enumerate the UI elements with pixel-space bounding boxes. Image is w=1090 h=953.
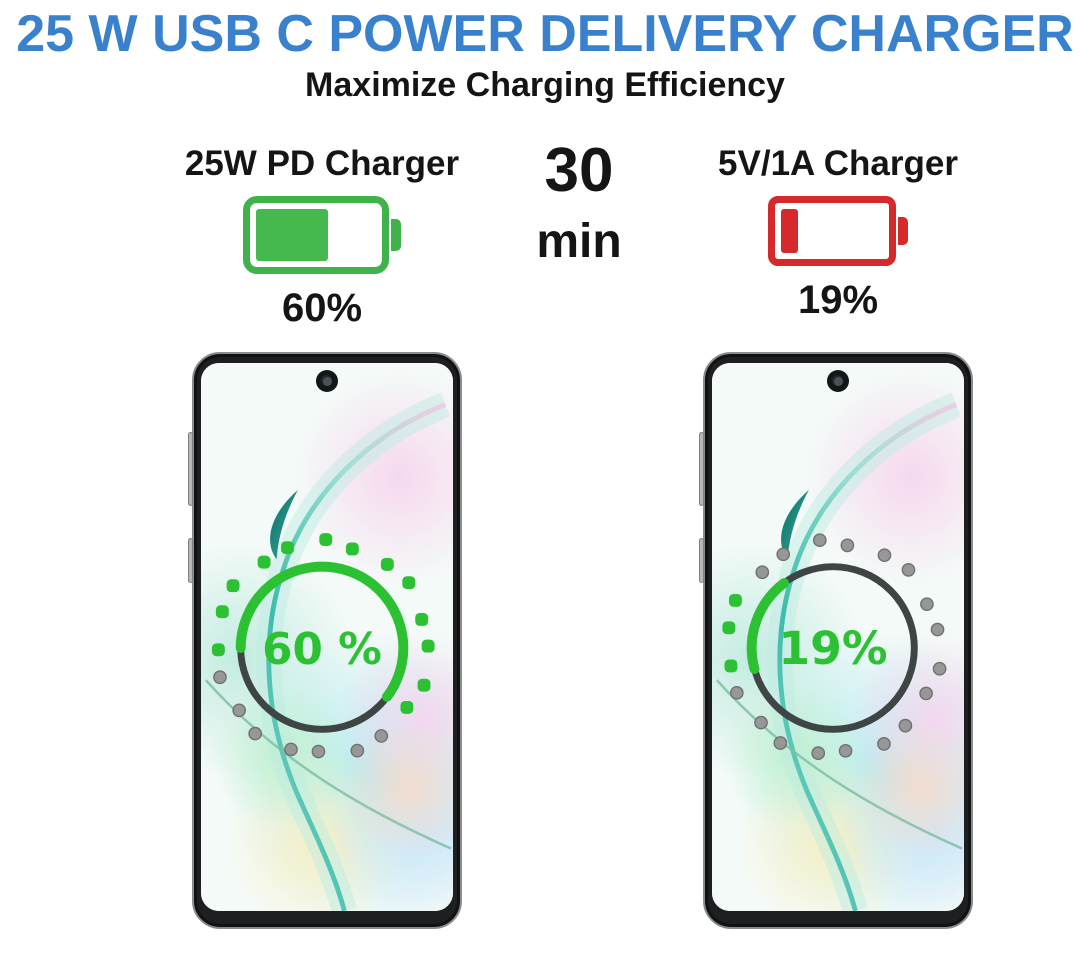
- battery-body: [768, 196, 896, 266]
- punch-hole-camera-icon: [316, 370, 338, 392]
- page-subtitle: Maximize Charging Efficiency: [305, 66, 785, 104]
- fast-charger-percent: 60%: [281, 286, 363, 330]
- battery-terminal: [898, 217, 908, 245]
- battery-terminal: [391, 219, 401, 251]
- phone-screen: 60 %: [201, 363, 453, 911]
- camera-lens: [322, 376, 332, 386]
- duration-value: 30: [544, 136, 614, 205]
- slow-charger-label: 5V/1A Charger: [718, 144, 958, 183]
- punch-hole-camera-icon: [827, 370, 849, 392]
- phone-fast-charge: 60 %: [188, 352, 462, 929]
- battery-ring-indicator: 19%: [722, 533, 947, 760]
- battery-fill: [781, 209, 799, 253]
- battery-60-icon: [243, 196, 401, 274]
- svg-text:19%: 19%: [778, 622, 887, 675]
- fast-charger-column: 25W PD Charger 60%: [172, 144, 472, 331]
- camera-lens: [833, 376, 843, 386]
- slow-charger-percent: 19%: [797, 278, 879, 322]
- phone-screen: 19%: [712, 363, 964, 911]
- power-button: [699, 538, 704, 583]
- phone-slow-charge: 19%: [699, 352, 973, 929]
- battery-body: [243, 196, 389, 274]
- duration-unit: min: [536, 215, 622, 268]
- svg-text:60 %: 60 %: [262, 625, 382, 675]
- battery-19-icon: [768, 196, 908, 266]
- duration-column: 30 min: [504, 140, 654, 266]
- volume-button: [699, 432, 704, 506]
- battery-fill: [256, 209, 328, 261]
- slow-charger-column: 5V/1A Charger 19%: [688, 144, 988, 323]
- page-title: 25 W USB C POWER DELIVERY CHARGER: [16, 5, 1074, 63]
- fast-charger-label: 25W PD Charger: [184, 144, 460, 183]
- volume-button: [188, 432, 193, 506]
- power-button: [188, 538, 193, 583]
- battery-ring-indicator: 60 %: [211, 533, 435, 759]
